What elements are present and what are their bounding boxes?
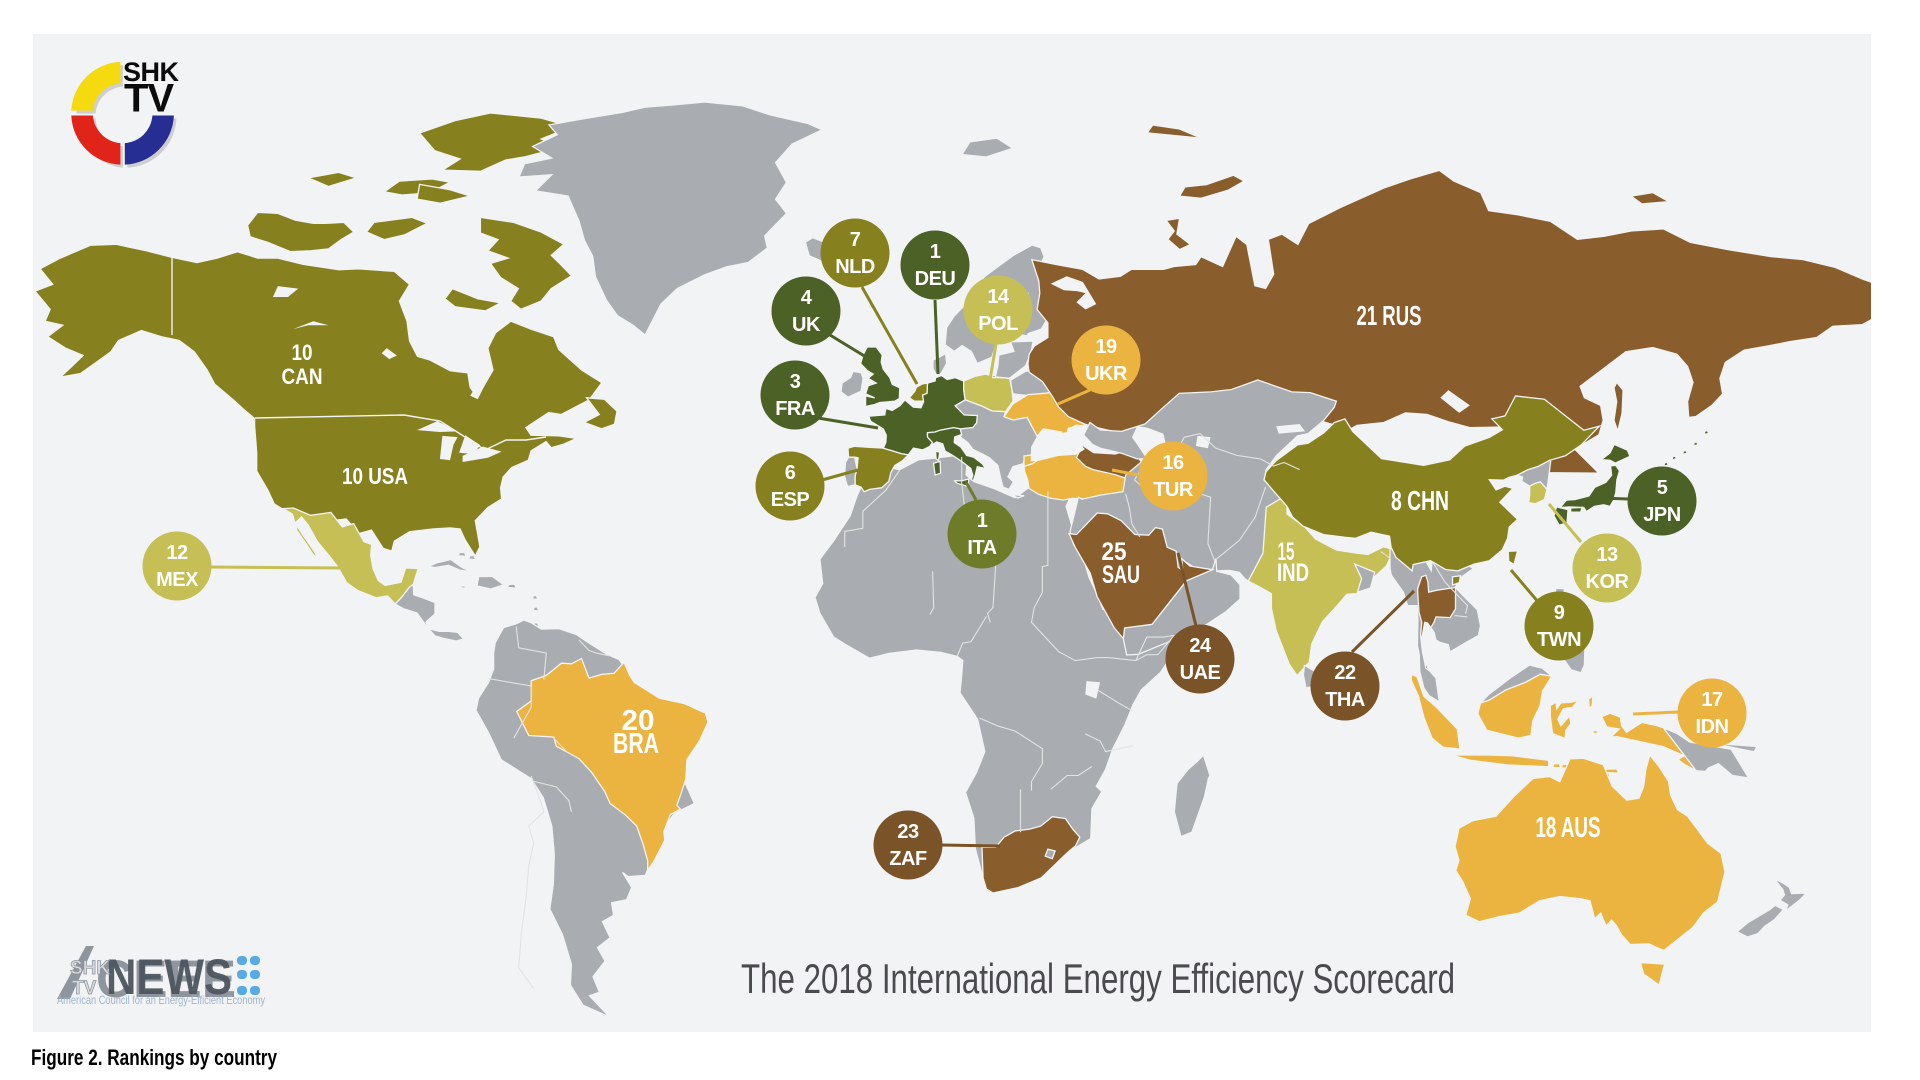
svg-text:1: 1 bbox=[930, 241, 941, 263]
svg-text:UKR: UKR bbox=[1085, 363, 1128, 385]
svg-text:3: 3 bbox=[790, 371, 801, 393]
svg-text:6: 6 bbox=[785, 462, 796, 484]
svg-text:10 USA: 10 USA bbox=[342, 463, 408, 489]
svg-text:TWN: TWN bbox=[1537, 629, 1581, 651]
svg-text:American Council for an Energy: American Council for an Energy-Efficient… bbox=[57, 993, 265, 1007]
svg-text:14: 14 bbox=[987, 286, 1010, 308]
svg-text:IDN: IDN bbox=[1696, 716, 1729, 738]
svg-text:JPN: JPN bbox=[1643, 504, 1680, 526]
svg-text:SHK: SHK bbox=[123, 57, 180, 87]
svg-text:THA: THA bbox=[1325, 689, 1365, 711]
svg-text:CAN: CAN bbox=[282, 364, 323, 389]
svg-text:12: 12 bbox=[166, 542, 188, 564]
svg-text:NEWS: NEWS bbox=[106, 949, 232, 1005]
svg-text:19: 19 bbox=[1095, 336, 1117, 358]
svg-text:SHK: SHK bbox=[70, 958, 110, 979]
svg-text:UK: UK bbox=[792, 314, 821, 336]
svg-text:21 RUS: 21 RUS bbox=[1357, 300, 1422, 331]
svg-text:15: 15 bbox=[1278, 538, 1295, 566]
svg-text:Figure 2. Rankings by country: Figure 2. Rankings by country bbox=[31, 1045, 278, 1070]
svg-text:BRA: BRA bbox=[613, 728, 659, 760]
svg-text:TV: TV bbox=[72, 978, 97, 999]
svg-text:The 2018 International Energy: The 2018 International Energy Efficiency… bbox=[741, 955, 1455, 1002]
svg-text:4: 4 bbox=[801, 287, 813, 309]
svg-text:17: 17 bbox=[1701, 689, 1723, 711]
svg-text:16: 16 bbox=[1162, 452, 1184, 474]
svg-text:UAE: UAE bbox=[1180, 662, 1221, 684]
svg-text:9: 9 bbox=[1554, 602, 1565, 624]
svg-text:13: 13 bbox=[1596, 544, 1618, 566]
svg-text:CEEE: CEEE bbox=[96, 950, 236, 1009]
svg-text:7: 7 bbox=[850, 229, 861, 251]
svg-text:22: 22 bbox=[1334, 662, 1356, 684]
svg-text:TUR: TUR bbox=[1153, 479, 1194, 501]
svg-text:5: 5 bbox=[1657, 477, 1668, 499]
svg-text:POL: POL bbox=[978, 313, 1018, 335]
svg-text:18 AUS: 18 AUS bbox=[1536, 812, 1601, 844]
svg-text:TV: TV bbox=[124, 77, 174, 121]
svg-text:KOR: KOR bbox=[1586, 571, 1630, 593]
svg-text:20: 20 bbox=[622, 705, 655, 737]
svg-text:23: 23 bbox=[897, 821, 919, 843]
svg-text:1: 1 bbox=[977, 510, 988, 532]
svg-text:MEX: MEX bbox=[156, 569, 199, 591]
svg-text:ITA: ITA bbox=[967, 537, 996, 559]
svg-text:FRA: FRA bbox=[775, 398, 815, 420]
svg-text:24: 24 bbox=[1189, 635, 1212, 657]
svg-text:10: 10 bbox=[292, 340, 313, 365]
svg-text:25: 25 bbox=[1102, 538, 1127, 566]
svg-text:ZAF: ZAF bbox=[889, 848, 927, 870]
svg-text:ESP: ESP bbox=[771, 489, 810, 511]
svg-text:8 CHN: 8 CHN bbox=[1391, 485, 1449, 516]
svg-text:NLD: NLD bbox=[835, 256, 875, 278]
svg-text:DEU: DEU bbox=[915, 268, 956, 290]
svg-text:SAU: SAU bbox=[1102, 561, 1140, 589]
svg-text:IND: IND bbox=[1277, 559, 1309, 587]
